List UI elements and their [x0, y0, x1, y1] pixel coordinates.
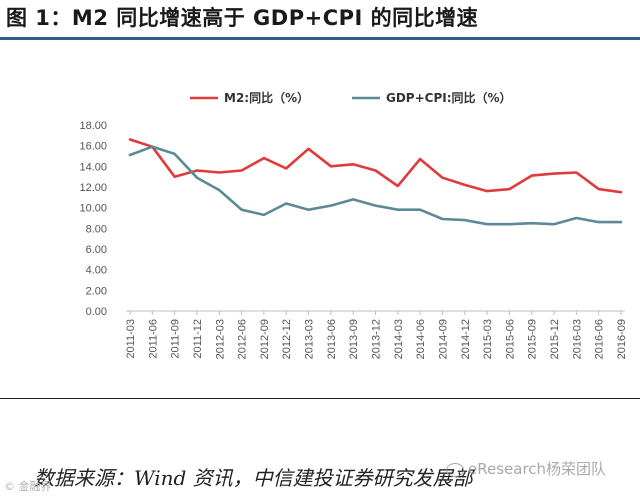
x-tick-label: 2013-12 [371, 319, 383, 359]
figure-title: 图 1：M2 同比增速高于 GDP+CPI 的同比增速 [6, 6, 479, 30]
x-tick-label: 2014-06 [415, 319, 427, 359]
x-tick-label: 2015-09 [527, 319, 539, 359]
x-tick-label: 2012-03 [214, 319, 226, 359]
title-rule [0, 37, 640, 40]
y-tick-label: 0.00 [86, 306, 107, 318]
source-note: 数据来源：Wind 资讯，中信建投证券研究发展部 [34, 466, 473, 490]
x-tick-label: 2011-06 [147, 319, 159, 359]
x-tick-label: 2013-03 [304, 319, 316, 359]
y-tick-label: 14.00 [79, 161, 107, 173]
line-chart: 0.00 2.00 4.00 6.00 8.00 10.00 12.00 14.00 16.00… [79, 90, 628, 359]
x-tick-label: 2011-09 [170, 319, 182, 359]
x-tick-label: 2011-12 [192, 319, 204, 359]
x-tick-label: 2011-03 [125, 319, 137, 359]
y-tick-label: 16.00 [79, 141, 107, 153]
corner-mark: © 金融界 [4, 480, 52, 493]
y-tick-label: 12.00 [79, 182, 107, 194]
x-tick-label: 2015-12 [549, 319, 561, 359]
bottom-rule [0, 398, 640, 399]
y-tick-label: 4.00 [86, 265, 107, 277]
x-tick-label: 2012-06 [237, 319, 249, 359]
series-line-m2 [128, 138, 623, 194]
wechat-logo-icon [446, 462, 464, 477]
x-tick-label: 2012-12 [281, 319, 293, 359]
y-tick-label: 8.00 [86, 223, 107, 235]
x-tick-label: 2015-03 [482, 319, 494, 359]
series-line-gdp-cpi [128, 145, 623, 226]
watermark: eResearch杨荣团队 [446, 458, 606, 479]
watermark-text: eResearch杨荣团队 [468, 460, 607, 478]
y-tick-label: 6.00 [86, 244, 107, 256]
x-tick-label: 2013-09 [348, 319, 360, 359]
x-tick-label: 2012-09 [259, 319, 271, 359]
x-tick-label: 2014-03 [393, 319, 405, 359]
x-tick-label: 2014-12 [460, 319, 472, 359]
x-tick-label: 2016-03 [571, 319, 583, 359]
x-tick-label: 2016-09 [616, 319, 628, 359]
y-tick-label: 10.00 [79, 203, 107, 215]
legend-label-m2: M2:同比（%） [224, 90, 309, 105]
y-tick-label: 2.00 [86, 285, 107, 297]
legend-label-gdp-cpi: GDP+CPI:同比（%） [386, 90, 512, 105]
x-tick-label: 2015-06 [504, 319, 516, 359]
x-tick-label: 2016-06 [594, 319, 606, 359]
x-tick-label: 2014-09 [437, 319, 449, 359]
x-tick-label: 2013-06 [326, 319, 338, 359]
y-tick-label: 18.00 [79, 120, 107, 132]
